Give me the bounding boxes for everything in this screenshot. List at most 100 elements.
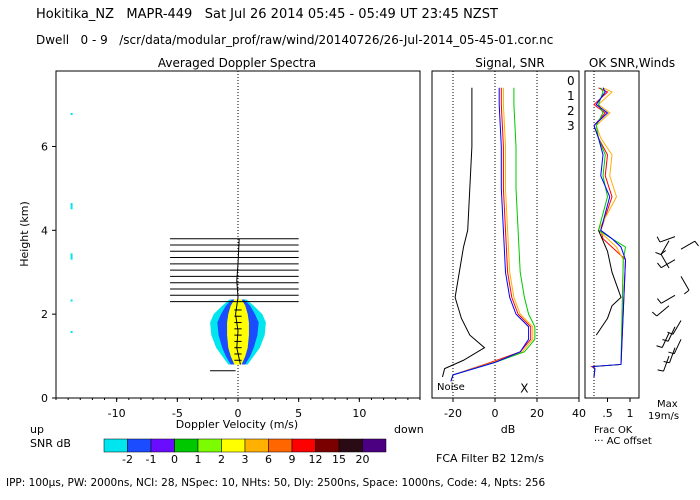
doppler-y-tick-label: 6 — [41, 140, 48, 153]
colorbar-tick-label: -2 — [122, 453, 133, 466]
signal-x-tick-label: 40 — [572, 407, 586, 420]
wind-barb-flag — [663, 361, 670, 364]
wind-barb-flag — [657, 262, 662, 268]
signal-panel-title: Signal, SNR — [475, 56, 544, 70]
signal-x-tick-label: 20 — [530, 407, 544, 420]
colorbar-tick-label: 12 — [309, 453, 323, 466]
wind-barb-shaft — [663, 355, 670, 372]
beam-legend-entry: 0 — [567, 74, 575, 88]
edge-echo-blob — [70, 299, 73, 302]
colorbar-swatch — [197, 438, 222, 453]
direction-up-label: up — [30, 423, 44, 436]
wind-barb-flag — [657, 369, 664, 372]
doppler-spectra-panel: Averaged Doppler Spectra -10 -5 0 5 10 0 2 4 6 D… — [18, 56, 424, 436]
wind-barb-shaft — [660, 240, 670, 255]
doppler-y-tick-label: 0 — [41, 392, 48, 405]
edge-echo-blob — [70, 253, 73, 260]
doppler-x-tick-label: 5 — [295, 407, 302, 420]
noise-label: Noise — [437, 382, 465, 393]
signal-snr-panel: Signal, SNR X -20 0 20 40 dB Noise — [431, 56, 586, 436]
edge-echo-blob — [70, 203, 73, 210]
ok-panel-title: OK SNR,Winds — [589, 56, 675, 70]
beam-legend-entry: 1 — [567, 89, 575, 103]
colorbar-tick-label: 1 — [195, 453, 202, 466]
signal-series-line — [450, 87, 536, 382]
wind-barb-shaft — [656, 305, 670, 317]
signal-series-line — [450, 87, 530, 382]
wind-barb-flag — [668, 351, 675, 355]
wind-barb-flag — [667, 331, 674, 335]
colorbar-swatch — [127, 438, 152, 453]
colorbar-swatch — [291, 438, 316, 453]
colorbar-tick-label: 3 — [242, 453, 249, 466]
colorbar-tick-label: 6 — [265, 453, 272, 466]
wind-barb-flag — [651, 311, 658, 317]
wind-barb-shaft — [680, 276, 690, 291]
doppler-axes: -10 -5 0 5 10 0 2 4 6 — [41, 140, 421, 420]
ok-axes: .5 1 — [602, 398, 634, 420]
wind-barb-shaft — [660, 294, 676, 304]
wind-barbs — [651, 236, 699, 372]
doppler-y-tick-label: 4 — [41, 224, 48, 237]
colorbar-tick-label: -1 — [146, 453, 157, 466]
wind-barb-shaft — [680, 240, 696, 250]
doppler-xlabel: Doppler Velocity (m/s) — [176, 418, 298, 431]
snr-colorbar: SNR dB -2 -1 0 1 2 3 6 9 12 15 20 — [30, 437, 387, 466]
direction-down-label: down — [394, 423, 424, 436]
beam-legend-entry: 3 — [567, 119, 575, 133]
wind-barb-shaft — [660, 259, 676, 269]
colorbar-swatches: -2 -1 0 1 2 3 6 9 12 15 20 — [103, 438, 387, 466]
colorbar-swatch — [150, 438, 175, 453]
wind-barb-shaft — [659, 236, 676, 243]
beam-legend-entry: 2 — [567, 104, 575, 118]
mean-velocity-trace — [235, 238, 241, 365]
colorbar-tick-label: 0 — [171, 453, 178, 466]
header-line-2: Dwell 0 - 9 /scr/data/modular_prof/raw/w… — [36, 33, 554, 47]
wind-barb-flag — [662, 339, 669, 342]
signal-marker: X — [520, 382, 528, 396]
doppler-x-tick-label: -10 — [108, 407, 126, 420]
wind-barb-shaft — [660, 253, 670, 269]
colorbar-swatch — [221, 438, 246, 453]
header-line-1: Hokitika_NZ MAPR-449 Sat Jul 26 2014 05:… — [36, 7, 498, 22]
signal-plot-frame — [431, 70, 580, 399]
doppler-y-tick-label: 2 — [41, 308, 48, 321]
ok-plot-frame — [584, 70, 640, 399]
frac-ok-label: Frac OK — [594, 425, 633, 436]
colorbar-label: SNR dB — [30, 437, 71, 450]
signal-marks: X — [442, 71, 538, 398]
footer-params: IPP: 100μs, PW: 2000ns, NCI: 28, NSpec: … — [6, 477, 545, 489]
max-wind-label: Max — [657, 399, 678, 410]
signal-series-line — [442, 87, 486, 378]
colorbar-swatch — [268, 438, 293, 453]
wind-barb-flag — [655, 251, 662, 256]
colorbar-swatch — [362, 438, 387, 453]
fca-filter-label: FCA Filter B2 12m/s — [436, 452, 544, 465]
wind-barb-shaft — [672, 320, 682, 335]
signal-x-tick-label: 0 — [492, 407, 499, 420]
ok-x-tick-label: 1 — [627, 407, 634, 420]
signal-axes: -20 0 20 40 — [444, 398, 586, 420]
edge-echo-blob — [70, 330, 73, 334]
edge-echo-blob — [70, 112, 73, 116]
wind-barb-shaft — [669, 347, 676, 363]
frac-ok-series-line — [595, 230, 622, 336]
colorbar-swatch — [315, 438, 340, 453]
doppler-ylabel: Height (km) — [18, 201, 31, 267]
doppler-x-tick-label: -5 — [172, 407, 183, 420]
wind-barb-flag — [656, 345, 663, 348]
colorbar-swatch — [338, 438, 363, 453]
signal-xlabel: dB — [501, 423, 516, 436]
colorbar-tick-label: 15 — [332, 453, 346, 466]
signal-series-line — [450, 87, 532, 382]
frac-ok-series-line — [592, 87, 627, 378]
ac-offset-label: ··· AC offset — [594, 436, 652, 447]
wind-barb-flag — [694, 240, 699, 247]
wind-barb-shaft — [673, 339, 682, 355]
wind-barb-flag — [657, 298, 662, 304]
doppler-panel-title: Averaged Doppler Spectra — [158, 56, 316, 70]
doppler-marks — [70, 71, 299, 398]
